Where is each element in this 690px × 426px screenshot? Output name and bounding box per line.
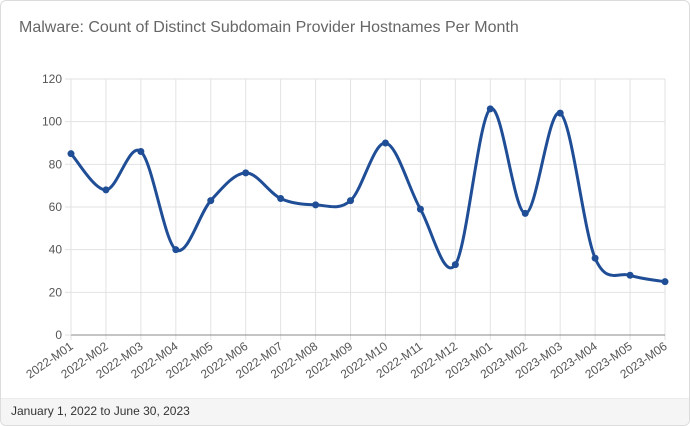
y-tick-label: 0 [55,328,62,342]
data-point-2022-m08[interactable] [312,201,320,209]
y-tick-label: 20 [49,285,63,299]
data-point-2022-m02[interactable] [102,186,110,194]
data-point-2022-m12[interactable] [451,261,459,269]
line-chart: 0204060801001202022-M012022-M022022-M032… [23,72,670,381]
y-tick-label: 120 [42,72,62,86]
data-point-2022-m06[interactable] [242,169,250,177]
data-point-2022-m09[interactable] [347,197,355,205]
data-point-2023-m01[interactable] [486,105,494,113]
data-point-2022-m03[interactable] [137,148,145,156]
data-point-2023-m05[interactable] [626,271,634,279]
data-point-2022-m10[interactable] [381,139,389,147]
point-layer [67,105,669,286]
grid-layer [65,78,666,340]
data-point-2023-m04[interactable] [591,254,599,262]
data-point-2022-m04[interactable] [172,246,180,254]
y-tick-label: 80 [49,157,63,171]
series-line [69,107,667,284]
data-point-2022-m11[interactable] [416,205,424,213]
data-point-2022-m05[interactable] [207,197,215,205]
data-point-2022-m07[interactable] [277,194,285,202]
chart-title: Malware: Count of Distinct Subdomain Pro… [19,19,519,36]
axis-layer: 0204060801001202022-M012022-M022022-M032… [23,72,670,381]
y-tick-label: 60 [49,200,63,214]
date-range-footer: January 1, 2022 to June 30, 2023 [1,398,689,425]
data-point-2022-m01[interactable] [67,150,75,158]
data-point-2023-m06[interactable] [661,278,669,286]
y-tick-label: 100 [42,115,62,129]
line-layer [69,107,667,284]
y-tick-label: 40 [49,243,63,257]
date-range-label: January 1, 2022 to June 30, 2023 [11,404,190,418]
data-point-2023-m03[interactable] [556,109,564,117]
data-point-2023-m02[interactable] [521,209,529,217]
